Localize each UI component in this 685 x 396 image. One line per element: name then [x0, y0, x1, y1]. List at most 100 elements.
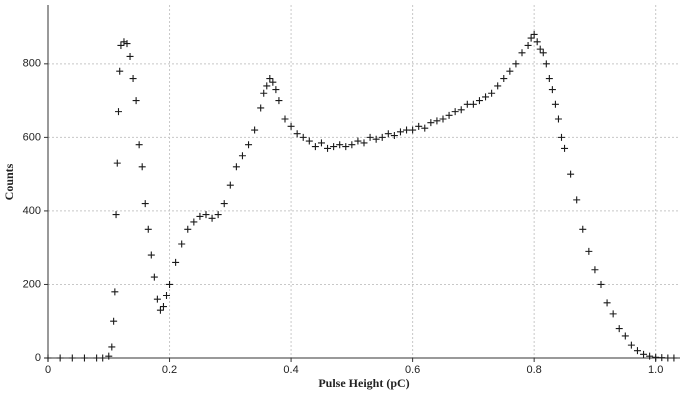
x-tick-label: 1.0 — [648, 364, 663, 376]
point — [111, 288, 119, 296]
point — [482, 93, 490, 101]
point — [512, 60, 520, 68]
point — [384, 130, 392, 138]
point — [324, 144, 332, 152]
point — [138, 163, 146, 171]
point — [530, 30, 538, 38]
point — [226, 181, 234, 189]
point — [527, 34, 535, 42]
point — [44, 354, 52, 362]
point — [457, 106, 465, 114]
point — [451, 108, 459, 116]
point — [488, 89, 496, 97]
point — [506, 67, 514, 75]
point — [390, 132, 398, 140]
point — [646, 352, 654, 360]
point — [658, 354, 666, 362]
point — [68, 354, 76, 362]
point — [80, 354, 88, 362]
point — [129, 75, 137, 83]
point — [190, 218, 198, 226]
point — [573, 196, 581, 204]
point — [469, 100, 477, 108]
point — [518, 49, 526, 57]
point — [281, 115, 289, 123]
point — [317, 139, 325, 147]
point — [433, 117, 441, 125]
point — [533, 38, 541, 46]
point — [627, 341, 635, 349]
point — [500, 75, 508, 83]
point — [652, 353, 660, 361]
point — [150, 273, 158, 281]
point — [551, 100, 559, 108]
point — [287, 122, 295, 130]
point — [633, 347, 641, 355]
point — [153, 295, 161, 303]
point — [245, 141, 253, 149]
point — [220, 200, 228, 208]
point — [114, 108, 122, 116]
y-tick-label: 400 — [23, 205, 41, 217]
y-tick-label: 600 — [23, 131, 41, 143]
point — [664, 354, 672, 362]
point — [396, 128, 404, 136]
point — [567, 170, 575, 178]
point — [260, 89, 268, 97]
point — [117, 41, 125, 49]
point — [579, 225, 587, 233]
point — [354, 137, 362, 145]
point — [120, 38, 128, 46]
point — [409, 126, 417, 134]
point — [166, 280, 174, 288]
point — [545, 75, 553, 83]
point — [427, 119, 435, 127]
x-tick-label: 0 — [45, 364, 51, 376]
point — [238, 152, 246, 160]
point — [99, 354, 107, 362]
point — [299, 133, 307, 141]
point — [558, 133, 565, 141]
point — [93, 354, 101, 362]
point — [475, 97, 483, 105]
point — [269, 78, 277, 86]
point — [251, 126, 259, 134]
point — [184, 225, 192, 233]
point — [524, 41, 532, 49]
point — [132, 97, 140, 105]
x-tick-label: 0.6 — [405, 364, 420, 376]
point — [360, 139, 368, 147]
point — [597, 280, 605, 288]
point — [141, 200, 149, 208]
point — [126, 52, 134, 60]
x-tick-label: 0.2 — [162, 364, 177, 376]
point — [113, 159, 121, 167]
point — [585, 247, 593, 255]
point — [275, 97, 283, 105]
point — [56, 354, 64, 362]
point — [110, 317, 118, 325]
point — [202, 211, 210, 219]
point — [105, 352, 113, 360]
point — [144, 225, 152, 233]
point — [159, 303, 167, 311]
point — [178, 240, 186, 248]
point — [621, 332, 629, 340]
point — [591, 266, 599, 274]
point — [421, 124, 429, 132]
point — [603, 299, 611, 307]
point — [163, 291, 170, 299]
point — [196, 212, 204, 220]
point — [147, 251, 155, 259]
point — [615, 325, 623, 333]
point — [293, 130, 301, 138]
point — [372, 135, 380, 143]
point — [378, 133, 386, 141]
point — [232, 163, 240, 171]
axis-line — [47, 5, 680, 359]
point — [156, 306, 164, 314]
point — [640, 350, 648, 358]
point — [670, 354, 678, 362]
point — [123, 40, 131, 48]
